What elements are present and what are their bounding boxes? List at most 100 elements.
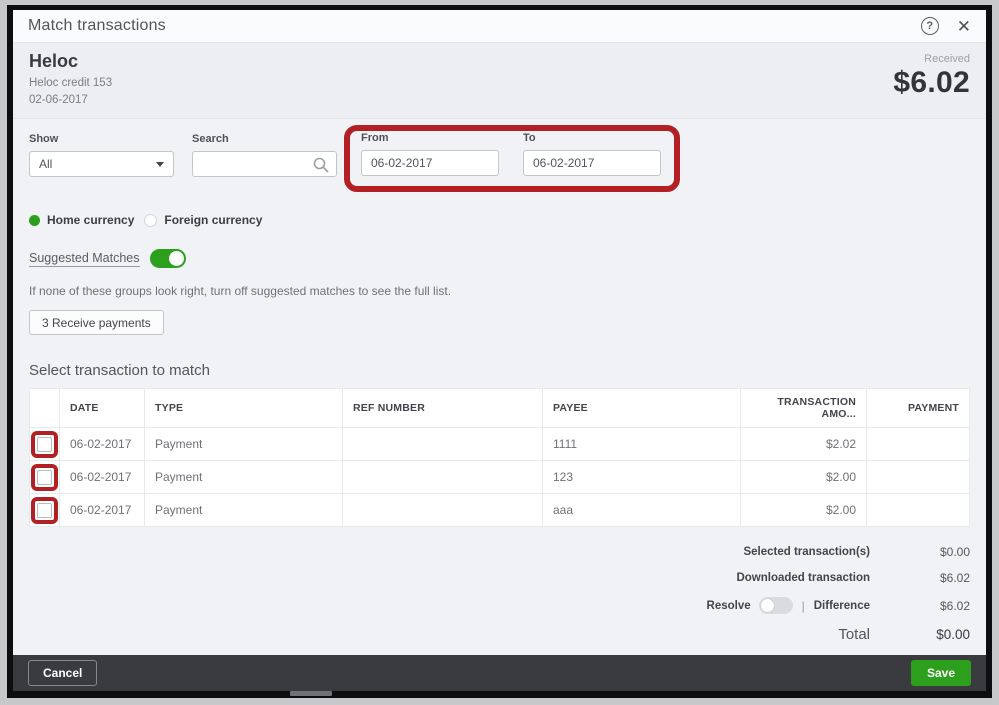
home-currency-radio[interactable]: Home currency [29, 213, 134, 227]
home-currency-label: Home currency [47, 213, 135, 228]
resolve-difference-row: Resolve | Difference $6.02 [600, 591, 970, 620]
toggle-knob [168, 251, 184, 267]
total-label: Total [838, 626, 870, 644]
cell-payee: 123 [542, 460, 741, 495]
cell-date: 06-02-2017 [59, 427, 145, 462]
transaction-amount-column-header[interactable]: TRANSACTION AMO... [740, 388, 867, 429]
cell-type: Payment [144, 493, 343, 528]
close-icon[interactable]: ✕ [956, 16, 971, 36]
save-button[interactable]: Save [910, 660, 971, 686]
show-dropdown-value: All [39, 157, 53, 172]
dialog-body: Show All Search [13, 119, 986, 655]
ref-number-column-header[interactable]: REF NUMBER [342, 388, 543, 429]
cell-type: Payment [144, 427, 343, 462]
checkbox-cell [29, 460, 60, 495]
from-date-input[interactable]: 06-02-2017 [361, 150, 499, 177]
checkbox-cell [29, 493, 60, 528]
selected-transactions-label: Selected transaction(s) [743, 546, 870, 559]
resolve-toggle[interactable] [758, 597, 793, 615]
suggested-helper-text: If none of these groups look right, turn… [29, 284, 452, 299]
dialog-title: Match transactions [28, 17, 166, 34]
suggested-matches-row: Suggested Matches [29, 249, 970, 269]
total-value: $0.00 [936, 627, 970, 643]
toggle-knob [760, 599, 774, 613]
select-transaction-heading: Select transaction to match [29, 362, 210, 380]
dialog-titlebar: Match transactions ? ✕ [13, 10, 986, 43]
table-row: 06-02-2017 Payment 1111 $2.02 [29, 427, 970, 462]
cell-amount: $2.00 [740, 460, 867, 495]
from-label: From [361, 132, 389, 145]
downloaded-transaction-label: Downloaded transaction [736, 572, 870, 585]
downloaded-transaction-value: $6.02 [939, 571, 970, 586]
table-row: 06-02-2017 Payment aaa $2.00 [29, 493, 970, 528]
receive-payments-group-button[interactable]: 3 Receive payments [29, 310, 164, 336]
search-group: Search [192, 133, 337, 178]
suggested-matches-label[interactable]: Suggested Matches [29, 250, 140, 267]
cell-payee: 1111 [542, 427, 741, 462]
downloaded-transaction-row: Downloaded transaction $6.02 [600, 565, 970, 591]
suggested-matches-toggle[interactable] [149, 249, 186, 269]
dialog-footer: Cancel Save [13, 655, 986, 691]
to-label: To [523, 132, 536, 145]
cell-payment [866, 427, 970, 462]
date-column-header[interactable]: DATE [59, 388, 145, 429]
to-date-input[interactable]: 06-02-2017 [523, 150, 661, 177]
radio-selected-icon [29, 214, 40, 226]
row-checkbox[interactable] [37, 469, 52, 485]
resolve-label: Resolve [706, 599, 751, 612]
checkbox-cell [29, 427, 60, 462]
payee-column-header[interactable]: PAYEE [542, 388, 741, 429]
cell-ref [342, 427, 543, 462]
horizontal-scrollbar-thumb[interactable] [290, 691, 332, 696]
cell-date: 06-02-2017 [59, 460, 145, 495]
to-date-value: 06-02-2017 [533, 156, 595, 171]
cell-amount: $2.02 [740, 427, 867, 462]
received-amount: $6.02 [893, 66, 970, 99]
annotation-ring [31, 430, 58, 458]
annotation-highlight-dates: From 06-02-2017 To 06-02-2017 [344, 125, 680, 193]
search-icon [313, 158, 329, 173]
help-icon[interactable]: ? [920, 17, 939, 35]
cancel-button[interactable]: Cancel [28, 660, 98, 686]
radio-unselected-icon [144, 213, 158, 227]
cell-date: 06-02-2017 [59, 493, 145, 528]
cell-payment [866, 493, 970, 528]
annotation-ring [31, 463, 58, 491]
cell-ref [342, 493, 543, 528]
currency-radio-row: Home currency Foreign currency [29, 213, 970, 227]
cell-payee: aaa [542, 493, 741, 528]
match-transactions-dialog: Match transactions ? ✕ Heloc Heloc credi… [13, 10, 986, 691]
selected-transactions-row: Selected transaction(s) $0.00 [600, 539, 970, 565]
chevron-down-icon [156, 161, 164, 167]
cell-payment [866, 460, 970, 495]
transaction-date: 02-06-2017 [29, 93, 88, 106]
row-checkbox[interactable] [37, 502, 52, 518]
cell-ref [342, 460, 543, 495]
search-input[interactable] [192, 151, 337, 178]
separator: | [801, 598, 805, 613]
type-column-header[interactable]: TYPE [144, 388, 343, 429]
row-checkbox[interactable] [37, 436, 52, 452]
search-label: Search [192, 133, 229, 146]
difference-label: Difference [813, 599, 870, 612]
from-date-group: From 06-02-2017 [361, 132, 499, 177]
foreign-currency-radio[interactable]: Foreign currency [144, 213, 262, 227]
screenshot-frame: Match transactions ? ✕ Heloc Heloc credi… [7, 5, 992, 698]
cell-amount: $2.00 [740, 493, 867, 528]
account-info: Heloc Heloc credit 153 02-06-2017 [29, 51, 112, 108]
account-detail: Heloc credit 153 [29, 77, 113, 89]
transactions-table: DATE TYPE REF NUMBER PAYEE TRANSACTION A… [29, 388, 970, 528]
to-date-group: To 06-02-2017 [523, 132, 661, 177]
annotation-ring [31, 496, 58, 524]
totals-summary: Selected transaction(s) $0.00 Downloaded… [600, 539, 970, 649]
from-date-value: 06-02-2017 [371, 156, 433, 171]
received-label: Received [924, 53, 970, 65]
total-row: Total $0.00 [600, 620, 970, 649]
foreign-currency-label: Foreign currency [164, 213, 263, 228]
show-dropdown[interactable]: All [29, 151, 174, 178]
checkbox-column-header [29, 388, 60, 429]
payment-column-header[interactable]: PAYMENT [866, 388, 970, 429]
show-filter-group: Show All [29, 133, 174, 178]
filter-row: Show All Search [29, 125, 970, 193]
difference-value: $6.02 [939, 598, 970, 613]
